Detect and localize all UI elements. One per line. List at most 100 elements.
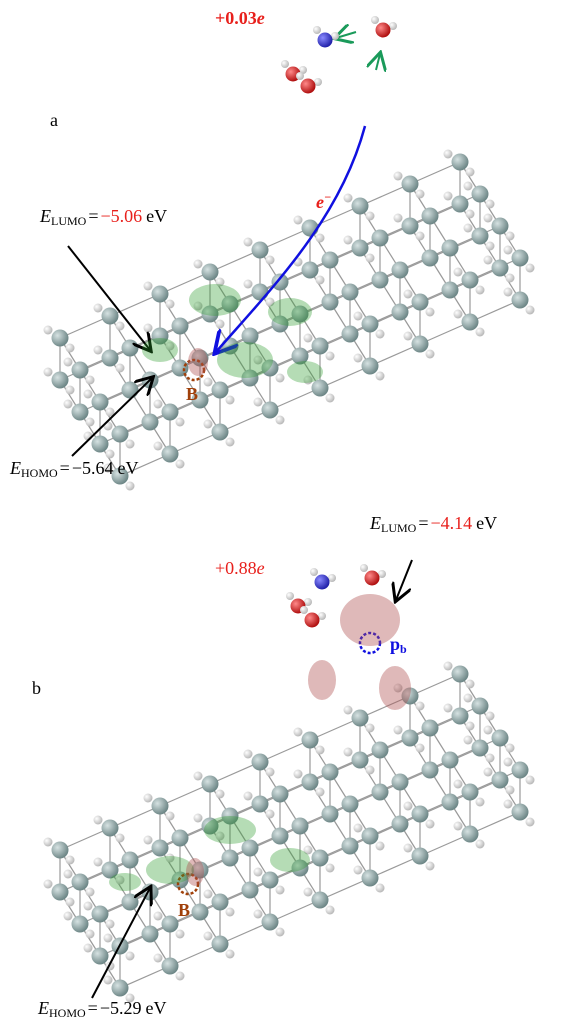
orbital-homo xyxy=(217,342,273,378)
orbital-lumo xyxy=(379,666,411,710)
carbon-atom xyxy=(52,330,69,347)
carbon-atom xyxy=(342,838,359,855)
hydrogen-atom xyxy=(296,72,304,80)
hydrogen-atom xyxy=(144,794,153,803)
hydrogen-atom xyxy=(294,770,303,779)
hydrogen-atom xyxy=(466,210,475,219)
carbon-atom xyxy=(402,218,419,235)
hydrogen-atom xyxy=(316,234,325,243)
orbital-homo xyxy=(287,361,323,383)
hydrogen-atom xyxy=(466,680,475,689)
hydrogen-atom xyxy=(464,736,473,745)
carbon-atom xyxy=(102,350,119,367)
carbon-atom xyxy=(222,850,239,867)
figure: a +0.03e e− ELUMO=−5.06eV EHOMO=−5.64eV … xyxy=(0,0,567,1023)
hydrogen-atom xyxy=(416,190,425,199)
lumo-arrow xyxy=(68,246,150,350)
hydrogen-atom xyxy=(244,750,253,759)
oxygen-atom xyxy=(376,23,391,38)
carbon-atom xyxy=(152,798,169,815)
hydrogen-atom xyxy=(526,776,535,785)
hydrogen-atom xyxy=(506,786,515,795)
hydrogen-atom xyxy=(44,838,53,847)
hydrogen-atom xyxy=(354,866,363,875)
carbon-atom xyxy=(372,784,389,801)
carbon-atom xyxy=(242,328,259,345)
carbon-atom xyxy=(72,404,89,421)
homo-symbol: E xyxy=(9,458,21,478)
hydrogen-atom xyxy=(444,704,453,713)
carbon-atom xyxy=(422,762,439,779)
hydrogen-atom xyxy=(176,418,185,427)
carbon-atom xyxy=(472,698,489,715)
hydrogen-atom xyxy=(204,378,213,387)
hydrogen-atom xyxy=(404,290,413,299)
carbon-atom xyxy=(322,806,339,823)
lumo-value: −4.14 xyxy=(431,513,473,533)
hydrogen-atom xyxy=(194,260,203,269)
hydrogen-atom xyxy=(116,322,125,331)
hydrogen-atom xyxy=(94,858,103,867)
hydrogen-atom xyxy=(526,818,535,827)
carbon-atom xyxy=(392,816,409,833)
carbon-atom xyxy=(462,826,479,843)
homo-value: −5.29 xyxy=(100,998,142,1018)
carbon-atom xyxy=(252,754,269,771)
hydrogen-atom xyxy=(64,358,73,367)
carbon-atom xyxy=(122,340,139,357)
carbon-atom xyxy=(302,220,319,237)
carbon-atom xyxy=(162,916,179,933)
carbon-atom xyxy=(472,228,489,245)
hydrogen-atom xyxy=(484,768,493,777)
carbon-atom xyxy=(152,286,169,303)
panel-label: b xyxy=(32,678,41,698)
carbon-atom xyxy=(162,958,179,975)
hydrogen-atom xyxy=(176,972,185,981)
carbon-atom xyxy=(422,208,439,225)
carbon-atom xyxy=(412,294,429,311)
hydrogen-atom xyxy=(226,908,235,917)
hydrogen-atom xyxy=(254,910,263,919)
hydrogen-atom xyxy=(376,842,385,851)
hydrogen-atom xyxy=(376,884,385,893)
hydrogen-atom xyxy=(344,748,353,757)
carbon-atom xyxy=(352,240,369,257)
charge-unit: e xyxy=(257,8,265,28)
carbon-atom xyxy=(312,892,329,909)
carbon-atom xyxy=(352,752,369,769)
hydrogen-atom xyxy=(144,324,153,333)
orbital-homo xyxy=(268,298,312,326)
homo-label: EHOMO=−5.64eV xyxy=(9,458,138,480)
carbon-atom xyxy=(442,752,459,769)
carbon-atom xyxy=(362,870,379,887)
hydrogen-atom xyxy=(526,306,535,315)
hydrogen-atom xyxy=(254,398,263,407)
carbon-atom xyxy=(92,394,109,411)
hydrogen-atom xyxy=(404,332,413,341)
hydrogen-atom xyxy=(204,420,213,429)
carbon-atom xyxy=(392,262,409,279)
carbon-atom xyxy=(462,784,479,801)
hydrogen-atom xyxy=(376,372,385,381)
hydrogen-atom xyxy=(344,236,353,245)
hydrogen-atom xyxy=(506,232,515,241)
orbital-homo xyxy=(270,848,310,872)
lumo-subscript: LUMO xyxy=(51,214,87,228)
hydrogen-atom xyxy=(64,870,73,879)
carbon-atom xyxy=(262,872,279,889)
carbon-atom xyxy=(452,154,469,171)
carbon-atom xyxy=(272,828,289,845)
hydrogen-atom xyxy=(486,200,495,209)
hydrogen-atom xyxy=(484,214,493,223)
carbon-atom xyxy=(512,250,529,267)
carbon-atom xyxy=(322,764,339,781)
hydrogen-atom xyxy=(326,394,335,403)
hydrogen-atom xyxy=(464,224,473,233)
carbon-atom xyxy=(312,338,329,355)
carbon-atom xyxy=(122,852,139,869)
hydrogen-atom xyxy=(360,564,368,572)
hydrogen-atom xyxy=(506,744,515,753)
lumo-value: −5.06 xyxy=(101,206,143,226)
orbital-homo xyxy=(204,816,256,844)
carbon-atom xyxy=(292,818,309,835)
